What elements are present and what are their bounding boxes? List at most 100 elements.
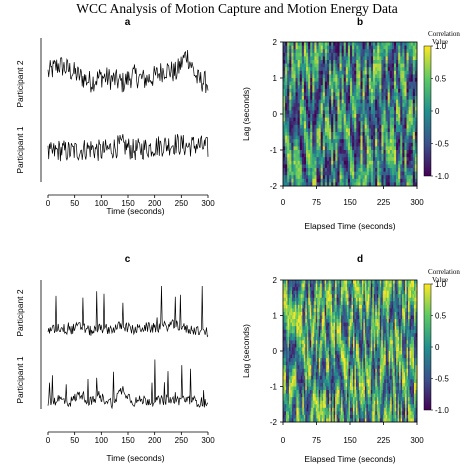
heatmap-cell — [341, 287, 343, 292]
heatmap-cell — [329, 375, 332, 380]
heatmap-cell — [324, 124, 328, 129]
heatmap-cell — [348, 365, 351, 370]
heatmap-cell — [396, 99, 399, 104]
heatmap-cell — [362, 92, 366, 97]
heatmap-cell — [303, 49, 307, 54]
heatmap-cell — [381, 124, 384, 129]
heatmap-cell — [357, 390, 360, 394]
heatmap-cell — [341, 354, 343, 359]
heatmap-cell — [303, 146, 307, 151]
heatmap-cell — [326, 182, 330, 187]
heatmap-cell — [320, 135, 324, 140]
heatmap-cell — [354, 354, 357, 359]
heatmap-cell — [343, 153, 347, 158]
heatmap-cell — [370, 114, 374, 118]
heatmap-cell — [360, 375, 363, 380]
heatmap-cell — [312, 114, 315, 118]
heatmap-cell — [358, 297, 361, 302]
heatmap-cell — [364, 128, 368, 133]
heatmap-cell — [311, 393, 314, 398]
heatmap-cell — [400, 146, 403, 151]
heatmap-cell — [381, 70, 384, 75]
heatmap-cell — [291, 153, 294, 158]
heatmap-cell — [327, 365, 330, 370]
heatmap-cell — [326, 404, 329, 409]
heatmap-cell — [350, 171, 353, 176]
heatmap-cell — [354, 85, 357, 90]
heatmap-cell — [297, 329, 300, 334]
heatmap-cell — [301, 132, 305, 136]
heatmap-cell — [289, 139, 292, 144]
heatmap-cell — [389, 178, 393, 183]
heatmap-cell — [370, 63, 374, 68]
heatmap-cell — [323, 329, 326, 334]
heatmap-cell — [299, 368, 302, 373]
heatmap-cell — [291, 139, 294, 144]
heatmap-cell — [364, 135, 368, 140]
heatmap-cell — [312, 280, 315, 284]
heatmap-cell — [335, 361, 337, 366]
heatmap-cell — [291, 361, 294, 366]
heatmap-cell — [408, 88, 412, 93]
heatmap-cell — [366, 49, 370, 54]
heatmap-cell — [327, 418, 330, 423]
heatmap-cell — [311, 290, 314, 295]
heatmap-cell — [383, 42, 386, 46]
heatmap-cell — [387, 88, 391, 93]
heatmap-cell — [290, 375, 293, 380]
heatmap-cell — [287, 361, 290, 366]
heatmap-cell — [323, 280, 326, 284]
heatmap-cell — [310, 45, 313, 50]
heatmap-cell — [393, 132, 397, 136]
heatmap-cell — [341, 150, 345, 154]
heatmap-cell — [344, 297, 346, 302]
heatmap-cell — [357, 326, 360, 331]
heatmap-cell — [363, 418, 366, 423]
heatmap-cell — [387, 182, 391, 187]
heatmap-cell — [356, 142, 359, 147]
heatmap-cell — [318, 164, 322, 169]
heatmap-cell — [354, 393, 357, 398]
heatmap-cell — [368, 164, 372, 169]
heatmap-cell — [404, 168, 407, 172]
heatmap-cell — [285, 106, 288, 111]
heatmap-cell — [335, 407, 337, 412]
heatmap-cell — [363, 407, 366, 412]
heatmap-cell — [332, 347, 335, 352]
heatmap-cell — [350, 326, 352, 331]
heatmap-cell — [377, 139, 380, 144]
heatmap-cell — [318, 67, 322, 72]
heatmap-cell — [389, 153, 393, 158]
heatmap-cell — [402, 42, 405, 46]
heatmap-cell — [414, 182, 418, 187]
heatmap-cell — [297, 164, 301, 169]
heatmap-cell — [358, 160, 361, 165]
series-line — [47, 359, 208, 410]
x-tick-label: 225 — [377, 198, 391, 207]
heatmap-cell — [284, 315, 287, 320]
heatmap-cell — [366, 135, 370, 140]
heatmap-cell — [326, 361, 329, 366]
heatmap-cell — [339, 103, 343, 108]
heatmap-cell — [283, 287, 285, 292]
heatmap-cell — [320, 92, 324, 97]
heatmap-cell — [303, 336, 306, 341]
heatmap-cell — [294, 336, 297, 341]
heatmap-cell — [320, 52, 324, 57]
heatmap-cell — [385, 117, 389, 122]
heatmap-cell — [306, 287, 309, 292]
heatmap-cell — [357, 365, 360, 370]
heatmap-cell — [362, 117, 366, 122]
heatmap-cell — [306, 52, 309, 57]
heatmap-cell — [355, 311, 358, 316]
heatmap-cell — [373, 56, 376, 61]
heatmap-cell — [285, 164, 288, 169]
heatmap-cell — [393, 85, 397, 90]
heatmap-cell — [308, 315, 311, 320]
heatmap-cell — [299, 150, 303, 154]
heatmap-cell — [305, 393, 308, 398]
heatmap-cell — [351, 351, 354, 355]
heatmap-cell — [360, 168, 363, 172]
heatmap-cell — [339, 74, 343, 79]
